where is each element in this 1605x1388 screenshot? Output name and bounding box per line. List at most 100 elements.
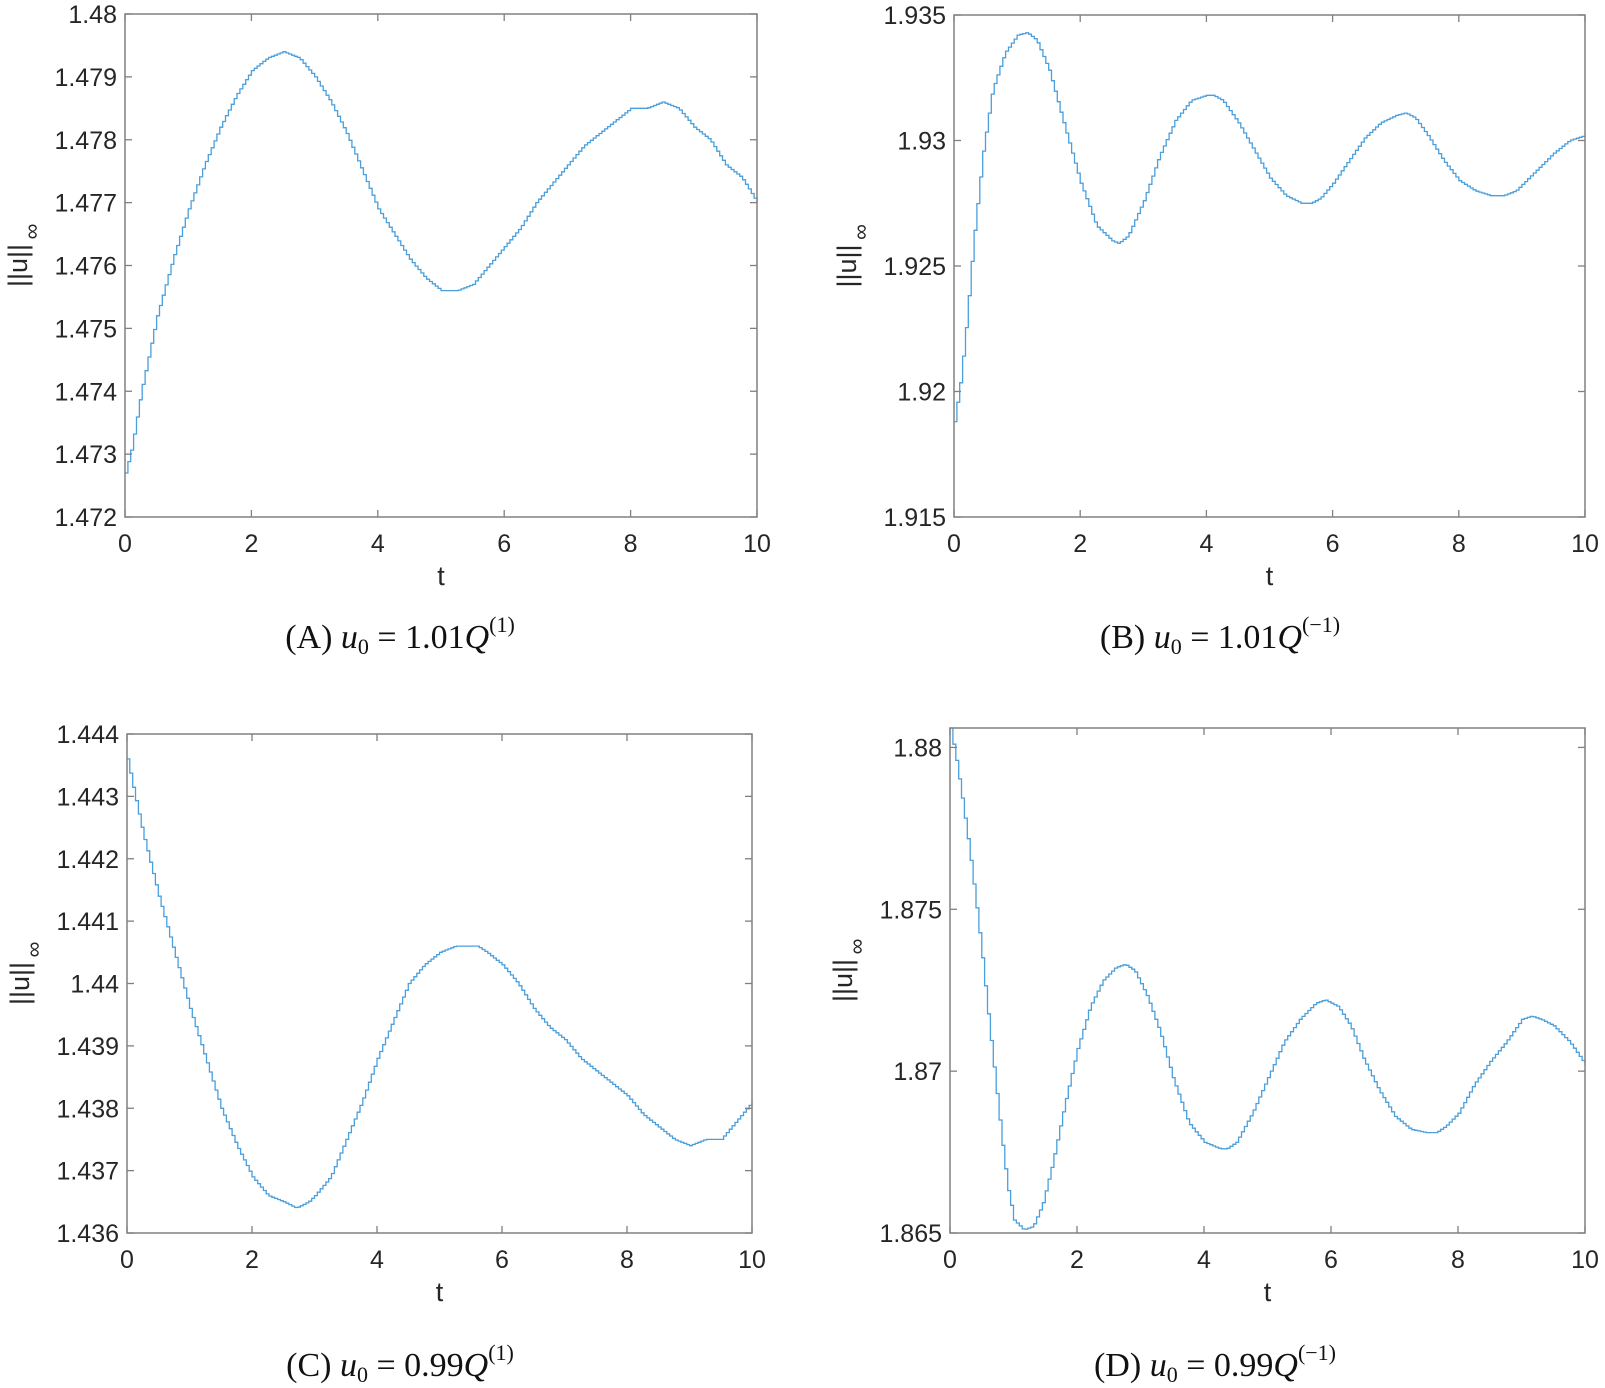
x-tick-label: 8 <box>624 530 638 558</box>
y-tick-label: 1.88 <box>893 734 942 762</box>
x-tick-label: 4 <box>1197 1246 1211 1274</box>
caption-label: (D) <box>1093 1347 1150 1384</box>
chart-d: 0 2 4 6 8 10 1.865 1.87 1.875 1.88 t ||u|| ∞ <box>828 727 1599 1307</box>
y-tick-label: 1.436 <box>56 1220 119 1248</box>
y-tick-label: 1.442 <box>56 846 119 874</box>
plot-frame <box>953 14 1586 518</box>
y-axis-label: ||u|| ∞ <box>828 939 869 1002</box>
y-tick-label: 1.478 <box>54 127 117 155</box>
x-axis-label: t <box>437 561 445 591</box>
data-line <box>127 758 753 1209</box>
panel-c: 0 2 4 6 8 10 1.436 1.437 1.438 1.439 1.44 1.441 1.44… <box>0 700 800 1388</box>
caption-superscript: (−1) <box>1297 1340 1336 1365</box>
y-tick-label: 1.925 <box>883 253 946 281</box>
x-tick-label: 0 <box>947 530 961 558</box>
caption-subscript: 0 <box>357 634 369 659</box>
x-tick-label: 4 <box>370 1246 384 1274</box>
y-tick-label: 1.875 <box>879 896 942 924</box>
x-tick-label: 0 <box>943 1246 957 1274</box>
y-tick-label: 1.444 <box>56 721 119 749</box>
y-tick-label: 1.441 <box>56 908 119 936</box>
x-tick-label: 4 <box>1199 530 1213 558</box>
x-tick-label: 8 <box>620 1246 634 1274</box>
caption-a: (A) u0 = 1.01Q(1) <box>250 612 550 660</box>
caption-d: (D) u0 = 0.99Q(−1) <box>1055 1340 1375 1388</box>
x-tick-label: 10 <box>738 1246 766 1274</box>
svg-text:||u||: ||u|| <box>5 962 35 1005</box>
y-tick-label: 1.44 <box>70 971 119 999</box>
x-tick-label: 2 <box>244 530 258 558</box>
caption-equation: = 1.01 <box>368 619 465 656</box>
caption-q: Q <box>1273 1347 1298 1384</box>
x-tick-label: 8 <box>1451 1246 1465 1274</box>
y-tick-label: 1.472 <box>54 504 117 532</box>
caption-c: (C) u0 = 0.99Q(1) <box>250 1340 550 1388</box>
x-tick-label: 2 <box>1073 530 1087 558</box>
x-tick-label: 10 <box>743 530 771 558</box>
caption-label: (C) <box>286 1347 340 1384</box>
caption-q: Q <box>464 619 490 656</box>
y-tick-label: 1.935 <box>883 2 946 30</box>
caption-label: (B) <box>1099 619 1154 656</box>
x-axis-label: t <box>436 1277 444 1307</box>
caption-equation: = 1.01 <box>1181 619 1278 656</box>
y-axis-label: ||u|| ∞ <box>5 942 46 1005</box>
y-tick-label: 1.915 <box>883 504 946 532</box>
svg-text:||u||: ||u|| <box>828 959 858 1002</box>
x-tick-label: 0 <box>118 530 132 558</box>
x-tick-label: 2 <box>1070 1246 1084 1274</box>
caption-b: (B) u0 = 1.01Q(−1) <box>1060 612 1380 660</box>
caption-equation: = 0.99 <box>367 1347 464 1384</box>
chart-a: 0 2 4 6 8 10 1.472 1.473 1.474 1.475 1.476 1.477 1.4… <box>3 1 771 591</box>
y-tick-label: 1.865 <box>879 1220 942 1248</box>
caption-subscript: 0 <box>356 1362 368 1387</box>
panel-d: 0 2 4 6 8 10 1.865 1.87 1.875 1.88 t ||u|| ∞ (D) u0 … <box>0 700 1605 1388</box>
data-line <box>125 51 758 474</box>
y-tick-label: 1.438 <box>56 1095 119 1123</box>
x-tick-label: 0 <box>120 1246 134 1274</box>
caption-superscript: (−1) <box>1302 612 1341 637</box>
svg-text:∞: ∞ <box>19 224 44 240</box>
chart-b: 0 2 4 6 8 10 1.915 1.92 1.925 1.93 1.935 t ||u|| ∞ <box>832 2 1599 591</box>
caption-q: Q <box>1277 619 1302 656</box>
y-tick-label: 1.93 <box>897 128 946 156</box>
svg-text:∞: ∞ <box>844 939 869 955</box>
caption-equation: = 0.99 <box>1177 1347 1274 1384</box>
x-tick-label: 10 <box>1571 530 1599 558</box>
panel-b: 0 2 4 6 8 10 1.915 1.92 1.925 1.93 1.935 t ||u|| ∞ (B… <box>0 0 1605 680</box>
y-tick-label: 1.479 <box>54 64 117 92</box>
y-tick-label: 1.443 <box>56 783 119 811</box>
data-line <box>954 32 1586 423</box>
x-axis-label: t <box>1264 1277 1272 1307</box>
x-tick-label: 4 <box>371 530 385 558</box>
svg-text:||u||: ||u|| <box>832 244 862 287</box>
chart-c: 0 2 4 6 8 10 1.436 1.437 1.438 1.439 1.44 1.441 1.44… <box>5 721 766 1307</box>
y-tick-label: 1.473 <box>54 441 117 469</box>
caption-variable: u <box>1149 1347 1167 1384</box>
y-tick-label: 1.476 <box>54 253 117 281</box>
y-tick-label: 1.437 <box>56 1158 119 1186</box>
x-tick-label: 2 <box>245 1246 259 1274</box>
y-axis-label: ||u|| ∞ <box>3 224 44 287</box>
data-line <box>950 727 1586 1230</box>
caption-variable: u <box>340 619 358 656</box>
caption-subscript: 0 <box>1170 634 1182 659</box>
x-tick-label: 6 <box>497 530 511 558</box>
x-tick-label: 8 <box>1452 530 1466 558</box>
caption-superscript: (1) <box>488 1340 514 1365</box>
caption-superscript: (1) <box>489 612 515 637</box>
caption-label: (A) <box>285 619 341 656</box>
x-tick-label: 6 <box>1324 1246 1338 1274</box>
caption-variable: u <box>339 1347 357 1384</box>
panel-a: 0 2 4 6 8 10 1.472 1.473 1.474 1.475 1.476 1.477 1.4… <box>0 0 800 680</box>
y-tick-label: 1.474 <box>54 378 117 406</box>
y-tick-label: 1.87 <box>893 1058 942 1086</box>
y-tick-label: 1.475 <box>54 315 117 343</box>
y-tick-label: 1.48 <box>68 1 117 29</box>
plot-frame <box>949 727 1586 1234</box>
y-axis-label: ||u|| ∞ <box>832 224 873 287</box>
y-tick-label: 1.439 <box>56 1033 119 1061</box>
y-tick-label: 1.477 <box>54 190 117 218</box>
y-tick-label: 1.92 <box>897 379 946 407</box>
x-tick-label: 10 <box>1571 1246 1599 1274</box>
